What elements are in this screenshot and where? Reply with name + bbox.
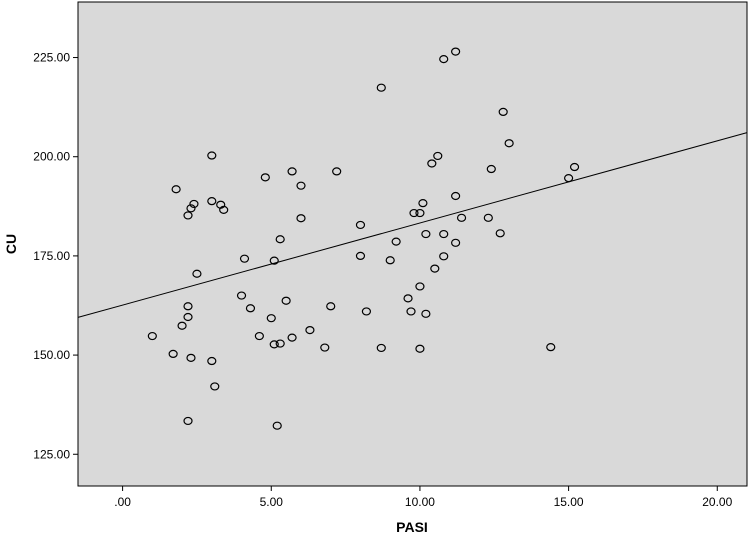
data-point: [305, 325, 315, 335]
data-point: [332, 167, 342, 176]
y-tick-label: 150.00: [33, 348, 70, 362]
data-point: [183, 302, 193, 311]
data-point: [177, 321, 187, 330]
data-point: [269, 340, 279, 349]
fit-line: [77, 132, 748, 318]
plot-area: [77, 1, 748, 487]
data-point: [415, 282, 425, 291]
data-point: [266, 314, 276, 323]
y-tick-label: 175.00: [33, 249, 70, 263]
data-point: [269, 256, 279, 265]
data-point: [569, 162, 580, 172]
data-point: [183, 416, 193, 426]
x-tick-label: 20.00: [702, 495, 732, 509]
data-point: [287, 167, 297, 176]
data-point: [207, 151, 217, 160]
x-axis-title: PASI: [396, 519, 428, 535]
data-point: [451, 47, 461, 56]
data-point: [415, 344, 425, 353]
data-point: [433, 151, 443, 161]
data-point: [245, 304, 256, 313]
data-point: [439, 252, 449, 261]
data-point: [486, 164, 496, 174]
data-point: [430, 264, 440, 273]
data-point: [287, 333, 297, 342]
y-tick-label: 200.00: [33, 150, 70, 164]
data-point: [189, 199, 199, 209]
data-point: [186, 353, 196, 362]
data-point: [418, 199, 428, 208]
data-point: [183, 312, 193, 322]
data-point: [504, 139, 514, 148]
data-point: [192, 269, 202, 278]
data-point: [439, 55, 449, 64]
data-point: [421, 309, 431, 318]
data-point: [171, 185, 181, 194]
data-point: [239, 254, 250, 263]
data-point: [406, 307, 416, 316]
data-point: [219, 205, 229, 214]
data-point: [376, 343, 386, 353]
data-point: [168, 349, 178, 358]
data-point: [421, 229, 431, 239]
data-point: [546, 343, 556, 352]
data-point: [210, 382, 220, 391]
data-point: [275, 235, 285, 244]
data-point: [361, 307, 372, 316]
data-point: [272, 421, 282, 430]
data-point: [216, 200, 226, 209]
y-axis-title: CU: [3, 234, 19, 254]
y-tick-label: 225.00: [33, 51, 70, 65]
data-point: [403, 294, 413, 303]
data-point: [451, 238, 461, 247]
x-tick-label: 10.00: [405, 495, 435, 509]
data-point: [281, 296, 291, 305]
data-point: [355, 251, 366, 261]
data-point: [495, 229, 505, 238]
x-tick-label: 5.00: [260, 495, 284, 509]
x-tick-label: .00: [114, 495, 131, 509]
x-tick-label: 15.00: [554, 495, 584, 509]
data-point: [147, 331, 157, 341]
data-point: [563, 174, 574, 183]
data-point: [254, 331, 264, 341]
data-point: [498, 107, 508, 116]
data-point: [186, 204, 196, 213]
data-point: [376, 83, 386, 92]
data-point: [456, 213, 467, 222]
data-point: [296, 181, 306, 190]
data-point: [296, 214, 306, 223]
data-point: [355, 220, 366, 230]
data-point: [415, 208, 425, 218]
data-point: [207, 356, 217, 366]
data-point: [451, 191, 461, 201]
data-point: [275, 339, 285, 348]
data-point: [326, 302, 336, 311]
data-point: [409, 208, 419, 218]
data-point: [385, 256, 395, 265]
y-tick-label: 125.00: [33, 447, 70, 461]
data-point: [183, 211, 193, 220]
data-point: [439, 229, 449, 239]
data-point: [236, 291, 247, 300]
data-point: [391, 237, 401, 246]
data-point: [320, 343, 330, 352]
data-point: [207, 197, 217, 206]
data-point: [427, 159, 437, 168]
data-point: [483, 213, 493, 222]
data-point: [260, 173, 270, 182]
